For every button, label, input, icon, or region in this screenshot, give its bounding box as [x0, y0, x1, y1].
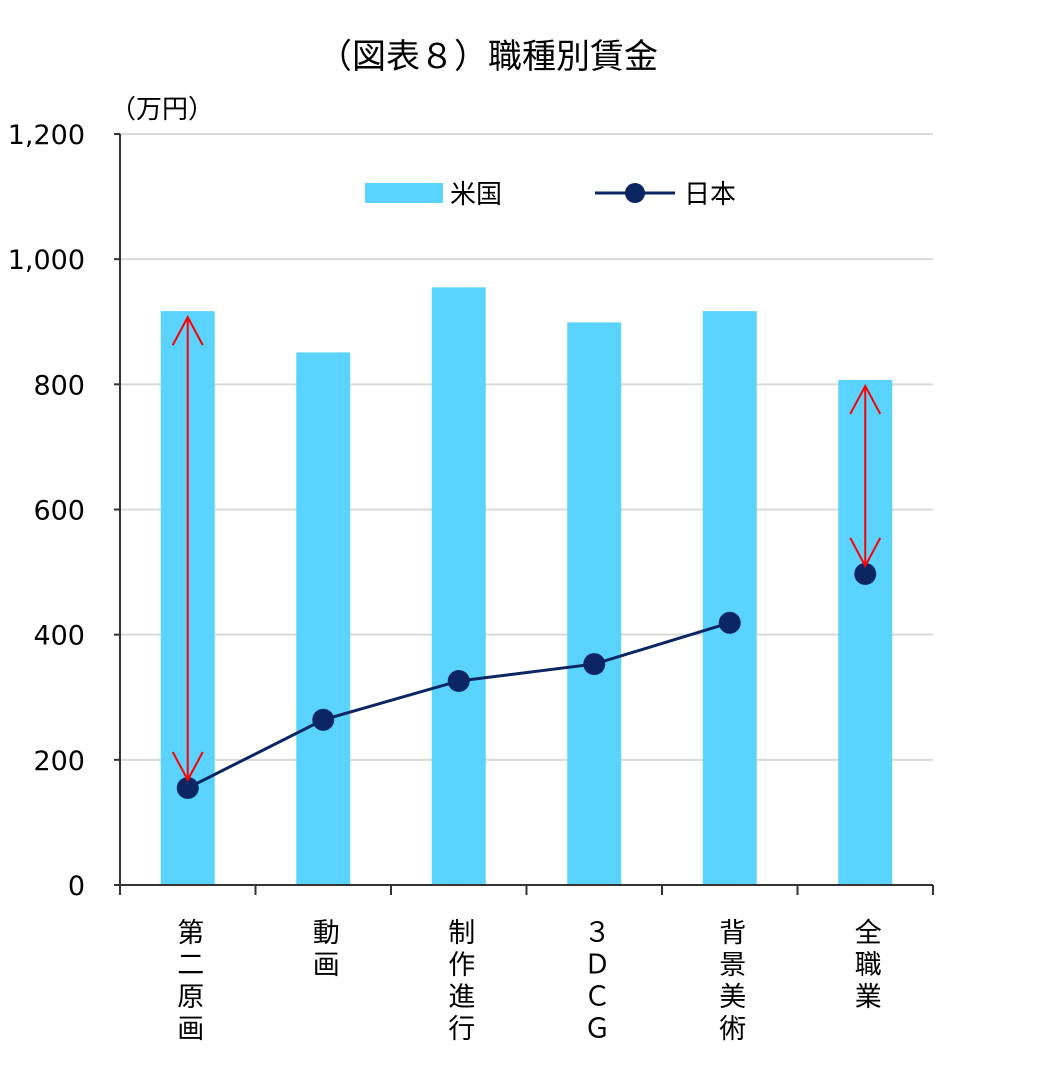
- annotations: [171, 314, 882, 783]
- x-tick-label: 第二原画: [172, 918, 204, 1046]
- annotation-arrowhead-up: [849, 383, 882, 415]
- annotation-arrowhead-up: [171, 314, 204, 346]
- y-axis-label: （万円）: [110, 95, 214, 125]
- annotation-arrowhead-down: [849, 537, 882, 569]
- line-marker: [583, 653, 606, 676]
- x-tick-label: 背景美術: [714, 918, 746, 1046]
- legend-swatch-marker: [625, 183, 645, 203]
- gridlines: [120, 133, 933, 761]
- x-tick-label: 全職業: [850, 918, 882, 1014]
- y-tick-labels: 0 200 400 600 800 1,000 1,200: [8, 120, 85, 902]
- legend: 米国 日本: [365, 180, 736, 210]
- y-tick-label: 400: [33, 621, 85, 652]
- bar: [431, 287, 486, 885]
- y-tick-label: 800: [33, 370, 85, 401]
- y-tick-label: 0: [68, 871, 85, 902]
- axes: [114, 133, 934, 895]
- legend-swatch-bar: [365, 183, 443, 203]
- annotation-arrowhead-down: [171, 751, 204, 783]
- line-marker: [447, 669, 470, 692]
- x-tick-label: ３ＤＣＧ: [579, 918, 610, 1046]
- x-tick-labels: 第二原画 動画 制作進行 ３ＤＣＧ 背景美術 全職業: [172, 918, 881, 1046]
- x-tick-label: 動画: [308, 918, 339, 982]
- line-series: [176, 562, 877, 799]
- bar: [702, 311, 757, 885]
- line-marker: [176, 776, 199, 799]
- y-tick-label: 1,000: [8, 245, 85, 276]
- y-tick-label: 1,200: [8, 120, 85, 151]
- line-marker: [854, 562, 877, 585]
- bars: [160, 287, 893, 885]
- y-tick-label: 200: [33, 746, 85, 777]
- y-tick-label: 600: [33, 496, 85, 527]
- chart-title: （図表８）職種別賃金: [318, 37, 658, 77]
- line-marker: [718, 611, 741, 634]
- x-tick-label: 制作進行: [443, 918, 475, 1046]
- legend-label-line: 日本: [684, 180, 736, 210]
- bar: [296, 352, 351, 885]
- line-marker: [312, 708, 335, 731]
- bar: [567, 322, 622, 885]
- legend-label-bar: 米国: [450, 180, 502, 210]
